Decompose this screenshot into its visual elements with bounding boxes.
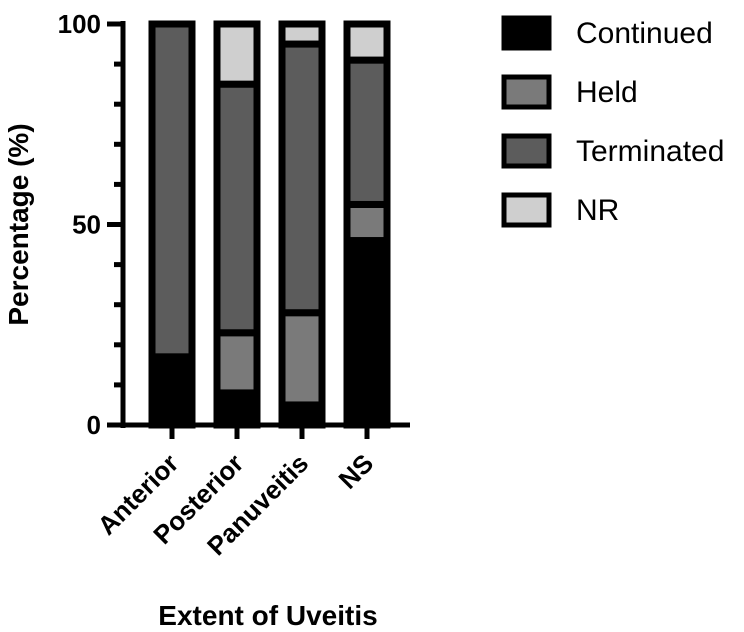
y-axis-title: Percentage (%) [3,123,34,325]
legend-swatch-nr [501,192,552,228]
legend-label-nr: NR [576,194,619,227]
bar-panuveitis-held [278,309,326,409]
bar-group [148,20,391,429]
legend-label-terminated: Terminated [576,135,724,168]
y-tick-label-50: 50 [72,210,101,240]
x-tick-label-ns: NS [332,448,379,495]
bar-ns-terminated [343,56,391,208]
bar-ns-held [343,200,391,245]
legend-label-held: Held [576,76,638,109]
bar-ns-continued [343,237,391,429]
bar-posterior-continued [213,389,261,429]
legend-swatch-terminated [501,133,552,169]
legend-swatch-continued [501,15,552,51]
bar-posterior-terminated [213,80,261,337]
legend-swatch-held [501,74,552,110]
y-ticks: 0 50 100 [58,9,123,440]
bar-posterior-held [213,329,261,397]
legend: Continued Held Terminated NR [501,15,724,228]
bar-anterior-terminated [148,20,196,361]
bar-panuveitis-nr [278,20,326,48]
bar-panuveitis-terminated [278,40,326,317]
legend-label-continued: Continued [576,17,713,50]
y-tick-label-100: 100 [58,9,101,39]
bar-anterior-continued [148,353,196,429]
bar-posterior-nr [213,20,261,88]
bar-ns-nr [343,20,391,64]
x-axis-title: Extent of Uveitis [158,600,377,631]
y-tick-label-0: 0 [87,410,101,440]
